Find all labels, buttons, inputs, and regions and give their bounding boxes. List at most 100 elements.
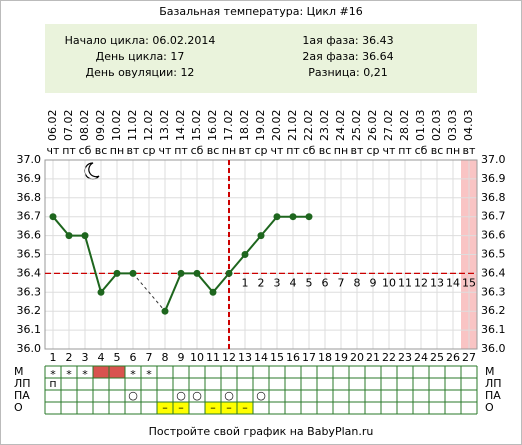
row-label: ПА [485, 389, 501, 402]
date-label: 17.02 [222, 110, 235, 142]
weekday-label: пт [286, 144, 300, 157]
x-tick-label: 25 [430, 351, 444, 364]
cell-fill [205, 402, 221, 414]
info-text: 1ая фаза: 36.43 [302, 34, 393, 47]
weekday-label: сб [415, 144, 428, 157]
weekday-label: чт [383, 144, 396, 157]
y-tick-label: 36.9 [17, 172, 42, 185]
x-tick-label: 21 [366, 351, 380, 364]
y-tick-label: 36.4 [17, 266, 42, 279]
temperature-point [209, 288, 217, 296]
y-tick-label: 36.6 [481, 229, 506, 242]
weekday-label: ср [366, 144, 379, 157]
weekday-label: вс [207, 144, 220, 157]
weekday-label: ср [254, 144, 267, 157]
y-tick-label: 36.2 [481, 304, 506, 317]
temperature-point [81, 232, 89, 240]
info-text: День цикла: 17 [96, 50, 185, 63]
cell-text: * [66, 368, 72, 381]
info-text: День овуляции: 12 [86, 66, 195, 79]
date-label: 13.02 [158, 110, 171, 142]
info-text: Начало цикла: 06.02.2014 [65, 34, 216, 47]
y-tick-label: 36.6 [17, 229, 42, 242]
x-tick-label: 22 [382, 351, 396, 364]
y-tick-label: 36.0 [17, 342, 42, 355]
weekday-label: вс [319, 144, 332, 157]
temperature-point [113, 269, 121, 277]
date-label: 25.02 [350, 110, 363, 142]
x-tick-label: 13 [238, 351, 252, 364]
luteal-day-label: 5 [306, 276, 313, 289]
x-tick-label: 17 [302, 351, 316, 364]
date-label: 18.02 [238, 110, 251, 142]
temperature-point [273, 213, 281, 221]
weekday-label: пт [174, 144, 188, 157]
weekday-label: вт [239, 144, 252, 157]
luteal-day-label: 3 [274, 276, 281, 289]
x-tick-label: 10 [190, 351, 204, 364]
temperature-point [193, 269, 201, 277]
x-tick-label: 12 [222, 351, 236, 364]
cell-fill [173, 402, 189, 414]
y-tick-label: 36.7 [17, 210, 42, 223]
y-tick-label: 36.8 [17, 191, 42, 204]
cell-fill [109, 366, 125, 378]
date-label: 10.02 [110, 110, 123, 142]
luteal-day-label: 13 [430, 276, 444, 289]
temperature-point [289, 213, 297, 221]
row-label: ЛП [14, 377, 31, 390]
cell-text: ○ [256, 389, 266, 402]
luteal-day-label: 7 [338, 276, 345, 289]
weekday-label: пн [222, 144, 236, 157]
weekday-label: чт [47, 144, 60, 157]
date-label: 01.03 [414, 110, 427, 142]
row-label: М [14, 365, 24, 378]
date-label: 24.02 [334, 110, 347, 142]
cell-text: * [146, 368, 152, 381]
weekday-label: вт [463, 144, 476, 157]
cell-text: * [50, 368, 56, 381]
temperature-point [241, 251, 249, 258]
info-text: 2ая фаза: 36.64 [302, 50, 393, 63]
weekday-label: сб [303, 144, 316, 157]
temperature-point [177, 269, 185, 277]
x-tick-label: 7 [146, 351, 153, 364]
date-label: 03.03 [446, 110, 459, 142]
y-tick-label: 36.5 [481, 248, 506, 261]
y-tick-label: 36.8 [481, 191, 506, 204]
date-label: 19.02 [254, 110, 267, 142]
x-tick-label: 23 [398, 351, 412, 364]
cell-text: * [82, 368, 88, 381]
weekday-label: ср [142, 144, 155, 157]
x-tick-label: 2 [66, 351, 73, 364]
date-label: 27.02 [382, 110, 395, 142]
weekday-label: чт [271, 144, 284, 157]
temperature-point [225, 269, 233, 277]
date-label: 23.02 [318, 110, 331, 142]
date-label: 15.02 [190, 110, 203, 142]
luteal-day-label: 4 [290, 276, 297, 289]
luteal-day-label: 11 [398, 276, 412, 289]
row-label: ЛП [485, 377, 502, 390]
luteal-day-label: 14 [446, 276, 460, 289]
luteal-day-label: 9 [370, 276, 377, 289]
date-label: 28.02 [398, 110, 411, 142]
x-tick-label: 11 [206, 351, 220, 364]
weekday-label: сб [79, 144, 92, 157]
x-tick-label: 15 [270, 351, 284, 364]
x-tick-label: 8 [162, 351, 169, 364]
weekday-label: вт [351, 144, 364, 157]
cell-fill [221, 402, 237, 414]
row-label: ПА [14, 389, 30, 402]
temperature-point [161, 307, 169, 315]
temperature-point [129, 269, 137, 277]
cell-text: п [49, 377, 56, 390]
weekday-label: пт [62, 144, 76, 157]
weekday-label: вт [127, 144, 140, 157]
x-tick-label: 27 [462, 351, 476, 364]
y-tick-label: 36.3 [481, 285, 506, 298]
temperature-point [49, 213, 57, 221]
cell-fill [237, 402, 253, 414]
y-tick-label: 36.5 [17, 248, 42, 261]
y-tick-label: 36.3 [17, 285, 42, 298]
